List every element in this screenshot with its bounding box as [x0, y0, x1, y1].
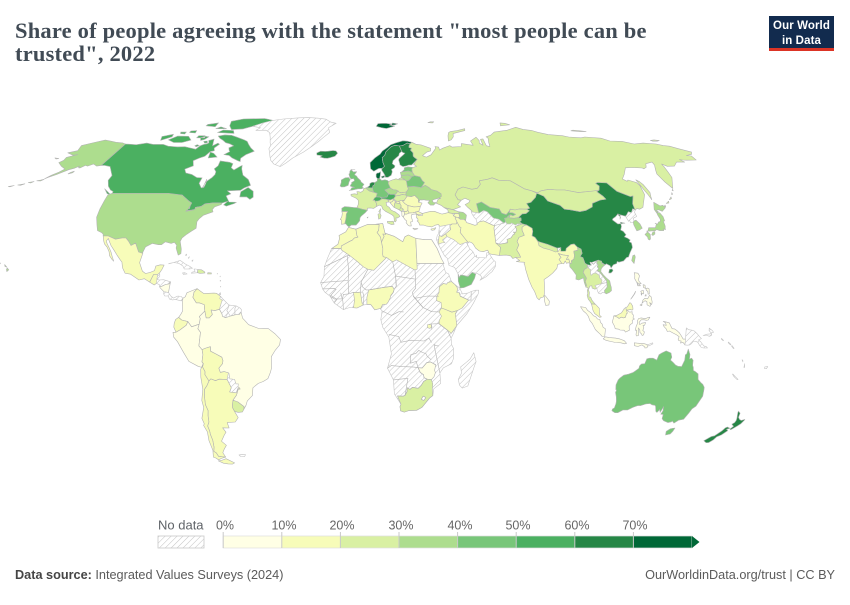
svg-text:70%: 70% — [622, 519, 647, 533]
svg-text:60%: 60% — [564, 519, 589, 533]
svg-text:20%: 20% — [329, 519, 354, 533]
svg-text:No data: No data — [158, 518, 204, 533]
svg-text:0%: 0% — [216, 519, 234, 533]
svg-text:50%: 50% — [505, 519, 530, 533]
svg-text:40%: 40% — [447, 519, 472, 533]
svg-text:10%: 10% — [271, 519, 296, 533]
svg-text:30%: 30% — [388, 519, 413, 533]
